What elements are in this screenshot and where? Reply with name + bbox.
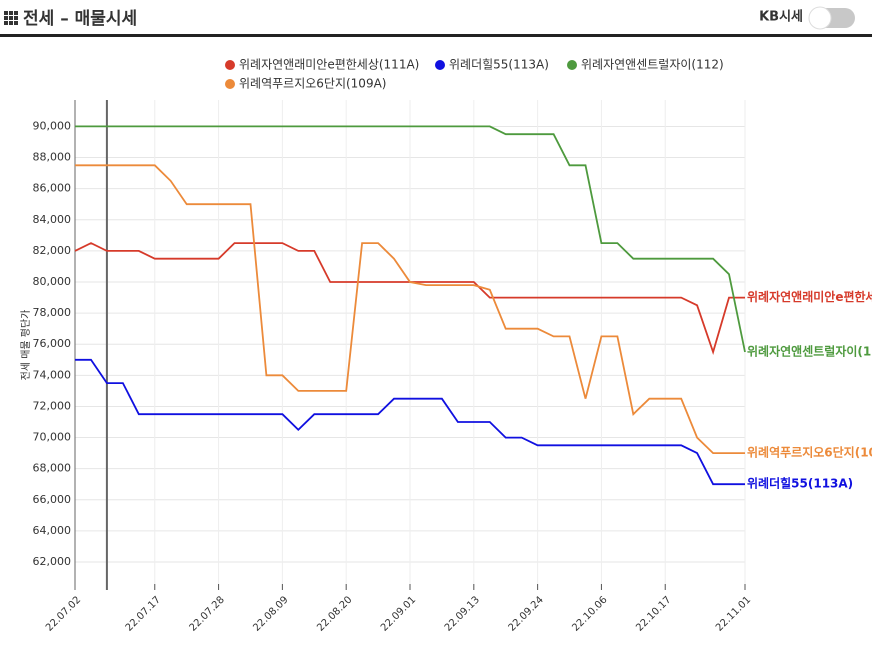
y-tick-label: 78,000 [33,306,72,319]
y-tick-label: 62,000 [33,555,72,568]
x-tick-label: 22.08.09 [251,594,290,633]
legend-label: 위례더힐55(113A) [449,58,549,72]
toggle-knob[interactable] [808,6,832,30]
legend-label: 위례자연앤센트럴자이(112) [581,58,724,72]
legend-swatch [435,60,445,70]
y-tick-label: 84,000 [33,213,72,226]
y-tick-label: 72,000 [33,399,72,412]
y-tick-label: 80,000 [33,275,72,288]
grid-icon [4,11,18,25]
x-tick-label: 22.10.06 [570,594,609,633]
series-line [75,358,745,486]
x-tick-label: 22.07.02 [44,594,83,633]
header-rule [0,34,872,37]
end-label: 위례자연앤센트럴자이(112) [747,344,872,359]
x-tick-label: 22.09.24 [507,594,546,633]
x-tick-label: 22.09.13 [443,594,482,633]
y-axis-label: 전세 매물 평단가 [20,310,32,381]
toggle-label[interactable]: KB시세 [759,10,803,25]
y-tick-label: 76,000 [33,337,72,350]
series-line [75,164,745,454]
y-tick-label: 86,000 [33,182,72,195]
legend-label: 위례역푸르지오6단지(109A) [239,77,386,91]
y-tick-label: 74,000 [33,368,72,381]
end-label: 위례자연앤래미안e편한세상(111A) [747,289,872,304]
y-tick-label: 68,000 [33,462,72,475]
y-tick-label: 66,000 [33,493,72,506]
series-line [75,125,746,353]
y-tick-label: 90,000 [33,119,72,132]
y-tick-label: 64,000 [33,524,72,537]
end-label: 위례더힐55(113A) [747,476,853,491]
y-tick-label: 82,000 [33,244,72,257]
x-tick-label: 22.10.17 [634,594,673,633]
page-title: 전세 – 매물시세 [23,9,137,29]
end-label: 위례역푸르지오6단지(109A) [747,445,872,460]
legend-label: 위례자연앤래미안e편한세상(111A) [239,58,419,72]
x-tick-label: 22.09.01 [379,594,418,633]
x-tick-label: 22.07.28 [188,594,227,633]
legend-swatch [225,60,235,70]
legend-swatch [225,79,235,89]
legend-swatch [567,60,577,70]
x-tick-label: 22.11.01 [714,594,753,633]
x-tick-label: 22.08.20 [315,594,354,633]
y-tick-label: 70,000 [33,431,72,444]
x-tick-label: 22.07.17 [124,594,163,633]
y-tick-label: 88,000 [33,151,72,164]
